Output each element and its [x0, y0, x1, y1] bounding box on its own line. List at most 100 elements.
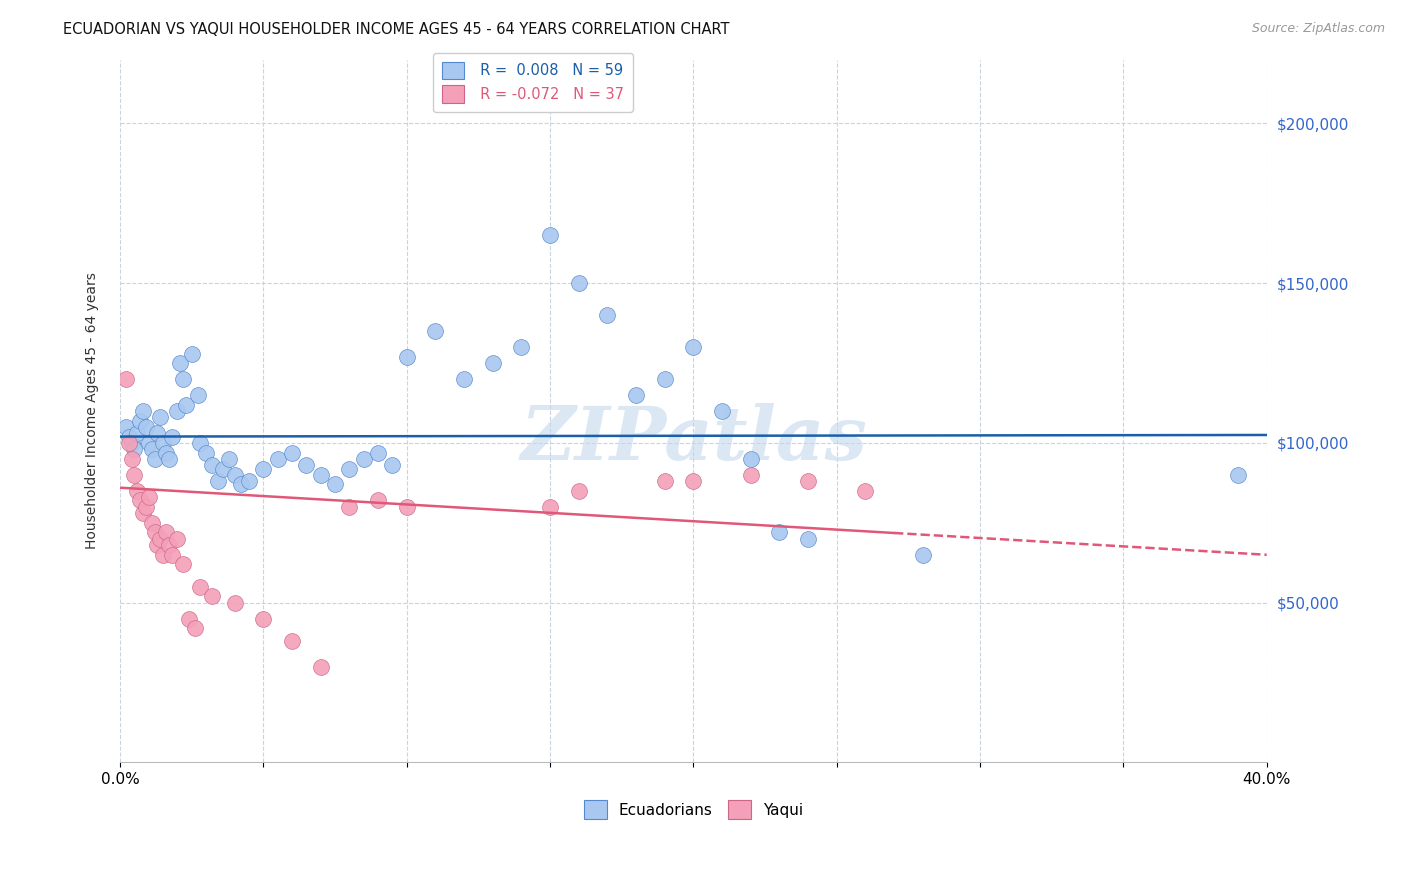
Point: [152, 548, 174, 562]
Point: [124, 442, 146, 457]
Point: [138, 436, 160, 450]
Point: [252, 612, 274, 626]
Point: [339, 500, 361, 514]
Point: [353, 452, 375, 467]
Legend: Ecuadorians, Yaqui: Ecuadorians, Yaqui: [578, 794, 810, 825]
Point: [682, 340, 704, 354]
Point: [160, 429, 183, 443]
Point: [180, 346, 202, 360]
Point: [201, 590, 224, 604]
Point: [309, 467, 332, 482]
Point: [132, 506, 155, 520]
Point: [195, 445, 218, 459]
Point: [323, 477, 346, 491]
Point: [1227, 467, 1250, 482]
Point: [740, 467, 762, 482]
Text: ZIPatlas: ZIPatlas: [520, 403, 868, 475]
Point: [624, 388, 647, 402]
Point: [218, 452, 240, 467]
Point: [169, 356, 191, 370]
Point: [367, 445, 389, 459]
Point: [568, 483, 591, 498]
Point: [295, 458, 318, 473]
Point: [381, 458, 404, 473]
Point: [309, 659, 332, 673]
Point: [201, 458, 224, 473]
Point: [224, 467, 246, 482]
Point: [911, 548, 934, 562]
Point: [152, 436, 174, 450]
Point: [157, 452, 180, 467]
Point: [166, 532, 188, 546]
Point: [797, 475, 820, 489]
Point: [138, 490, 160, 504]
Point: [177, 612, 200, 626]
Point: [146, 426, 169, 441]
Point: [768, 525, 790, 540]
Point: [115, 420, 138, 434]
Point: [224, 596, 246, 610]
Point: [212, 461, 235, 475]
Point: [124, 467, 146, 482]
Point: [155, 445, 177, 459]
Point: [129, 493, 152, 508]
Point: [425, 324, 447, 338]
Point: [132, 404, 155, 418]
Point: [855, 483, 877, 498]
Point: [146, 538, 169, 552]
Point: [281, 634, 304, 648]
Point: [155, 525, 177, 540]
Point: [238, 475, 260, 489]
Point: [160, 548, 183, 562]
Point: [135, 420, 157, 434]
Point: [395, 350, 418, 364]
Point: [190, 580, 212, 594]
Point: [711, 404, 734, 418]
Point: [682, 475, 704, 489]
Point: [654, 475, 676, 489]
Point: [740, 452, 762, 467]
Text: ECUADORIAN VS YAQUI HOUSEHOLDER INCOME AGES 45 - 64 YEARS CORRELATION CHART: ECUADORIAN VS YAQUI HOUSEHOLDER INCOME A…: [63, 22, 730, 37]
Point: [367, 493, 389, 508]
Point: [654, 372, 676, 386]
Point: [174, 398, 197, 412]
Point: [172, 372, 194, 386]
Point: [115, 372, 138, 386]
Point: [252, 461, 274, 475]
Point: [596, 308, 619, 322]
Text: Source: ZipAtlas.com: Source: ZipAtlas.com: [1251, 22, 1385, 36]
Point: [141, 442, 163, 457]
Point: [339, 461, 361, 475]
Point: [127, 426, 149, 441]
Point: [121, 452, 143, 467]
Point: [157, 538, 180, 552]
Point: [229, 477, 252, 491]
Point: [510, 340, 533, 354]
Point: [186, 388, 208, 402]
Point: [453, 372, 475, 386]
Point: [190, 436, 212, 450]
Point: [797, 532, 820, 546]
Point: [207, 475, 229, 489]
Point: [172, 558, 194, 572]
Point: [149, 410, 172, 425]
Point: [141, 516, 163, 530]
Point: [267, 452, 290, 467]
Point: [281, 445, 304, 459]
Point: [118, 436, 141, 450]
Point: [143, 525, 166, 540]
Point: [538, 228, 561, 243]
Point: [129, 414, 152, 428]
Point: [538, 500, 561, 514]
Point: [166, 404, 188, 418]
Point: [135, 500, 157, 514]
Point: [127, 483, 149, 498]
Point: [143, 452, 166, 467]
Point: [395, 500, 418, 514]
Point: [121, 436, 143, 450]
Point: [149, 532, 172, 546]
Y-axis label: Householder Income Ages 45 - 64 years: Householder Income Ages 45 - 64 years: [86, 273, 100, 549]
Point: [183, 621, 205, 635]
Point: [118, 429, 141, 443]
Point: [568, 277, 591, 291]
